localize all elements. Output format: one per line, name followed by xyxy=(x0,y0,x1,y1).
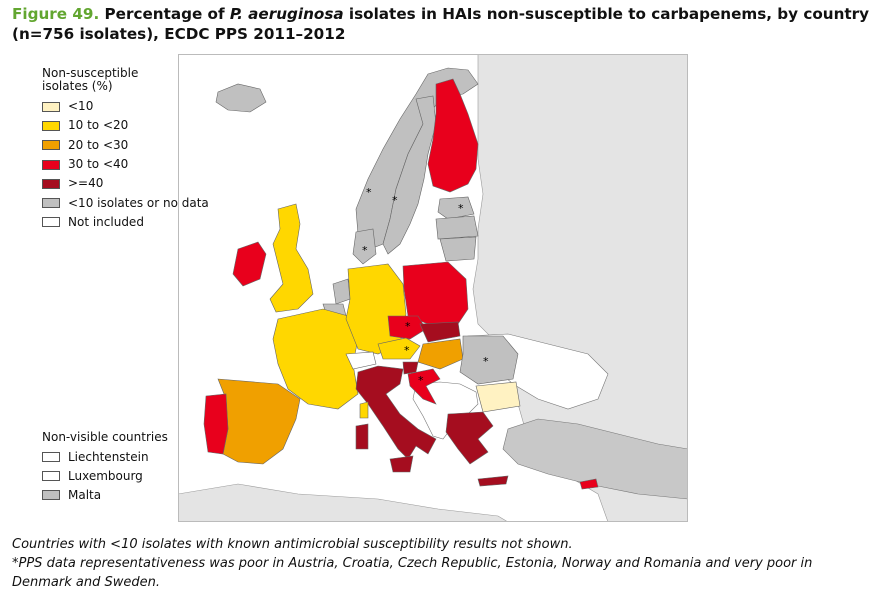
asterisk-czech: * xyxy=(405,320,411,333)
legend-label: 20 to <30 xyxy=(68,137,129,152)
country-croatia xyxy=(407,368,441,405)
footnote-line2: *PPS data representativeness was poor in… xyxy=(12,556,813,571)
country-switzerland xyxy=(345,351,377,370)
legend-label: 10 to <20 xyxy=(68,118,129,133)
country-italy-sicily xyxy=(389,455,414,473)
legend-swatch xyxy=(42,178,60,189)
country-czech-republic xyxy=(387,315,427,340)
country-finland xyxy=(427,78,479,193)
legend-item: 30 to <40 xyxy=(42,155,209,174)
asterisk-denmark: * xyxy=(362,244,368,257)
legend-label: >=40 xyxy=(68,176,104,191)
legend-heading-line2: isolates (%) xyxy=(42,79,113,93)
country-france-corsica xyxy=(359,401,369,419)
country-italy xyxy=(355,365,437,460)
legend-item: 20 to <30 xyxy=(42,136,209,155)
non-visible-item: Malta xyxy=(42,486,168,505)
non-visible-heading: Non-visible countries xyxy=(42,430,168,444)
title-part2: isolates in HAIs non-susceptible to carb… xyxy=(348,5,870,23)
title-line2: (n=756 isolates), ECDC PPS 2011–2012 xyxy=(12,25,346,43)
non-visible-label: Malta xyxy=(68,488,102,503)
country-latvia xyxy=(435,215,479,240)
non-visible-countries: Non-visible countries Liechtenstein Luxe… xyxy=(42,430,168,505)
country-austria xyxy=(377,337,421,360)
footnotes: Countries with <10 isolates with known a… xyxy=(12,535,882,592)
country-greece xyxy=(445,411,494,465)
country-denmark xyxy=(352,228,377,265)
country-slovakia xyxy=(419,321,461,343)
country-portugal xyxy=(203,393,229,455)
footnote-line3: Denmark and Sweden. xyxy=(12,575,160,590)
europe-map: * * * * * * * * xyxy=(178,54,688,522)
country-romania xyxy=(459,335,519,385)
title-organism: P. aeruginosa xyxy=(229,5,344,23)
country-france xyxy=(272,308,359,410)
legend-swatch xyxy=(42,140,60,151)
non-visible-item: Liechtenstein xyxy=(42,447,168,466)
outside-land-north-africa xyxy=(178,483,509,522)
asterisk-romania: * xyxy=(483,355,489,368)
legend-item: >=40 xyxy=(42,174,209,193)
map-frame xyxy=(178,54,688,522)
legend-heading-line1: Non-susceptible xyxy=(42,66,139,80)
footnote-line1: Countries with <10 isolates with known a… xyxy=(12,537,573,552)
country-ireland xyxy=(232,241,267,287)
asterisk-croatia: * xyxy=(418,374,424,387)
country-bulgaria xyxy=(475,381,521,413)
non-visible-label: Luxembourg xyxy=(68,468,143,483)
non-visible-swatch xyxy=(42,490,60,501)
country-estonia xyxy=(437,196,475,220)
country-cyprus xyxy=(579,478,599,490)
turkey xyxy=(502,418,688,500)
legend-swatch xyxy=(42,159,60,170)
legend-heading: Non-susceptible isolates (%) xyxy=(42,67,209,93)
non-visible-swatch xyxy=(42,451,60,462)
non-visible-label: Liechtenstein xyxy=(68,449,149,464)
legend-item: Not included xyxy=(42,213,209,232)
legend-item: <10 xyxy=(42,97,209,116)
legend-label: <10 isolates or no data xyxy=(68,195,209,210)
country-greece-crete xyxy=(477,475,509,487)
legend-swatch xyxy=(42,217,60,228)
legend-item: <10 isolates or no data xyxy=(42,193,209,212)
legend-swatch xyxy=(42,101,60,112)
asterisk-austria: * xyxy=(404,344,410,357)
title-part1: Percentage of xyxy=(104,5,225,23)
legend: Non-susceptible isolates (%) <10 10 to <… xyxy=(42,67,209,232)
legend-label: 30 to <40 xyxy=(68,157,129,172)
country-italy-sardinia xyxy=(355,423,369,450)
non-visible-swatch xyxy=(42,470,60,481)
legend-swatch xyxy=(42,120,60,131)
non-visible-item: Luxembourg xyxy=(42,466,168,485)
legend-label: Not included xyxy=(68,214,144,229)
country-iceland xyxy=(215,83,267,113)
legend-label: <10 xyxy=(68,99,94,114)
country-lithuania xyxy=(439,236,477,262)
legend-swatch xyxy=(42,198,60,209)
asterisk-sweden: * xyxy=(392,194,398,207)
country-united-kingdom xyxy=(269,203,314,313)
asterisk-estonia: * xyxy=(458,202,464,215)
figure-title: Figure 49. Percentage of P. aeruginosa i… xyxy=(12,4,882,44)
country-slovenia xyxy=(402,361,419,375)
figure-label: Figure 49. xyxy=(12,5,100,23)
country-hungary xyxy=(417,338,464,370)
legend-item: 10 to <20 xyxy=(42,116,209,135)
asterisk-norway: * xyxy=(366,186,372,199)
